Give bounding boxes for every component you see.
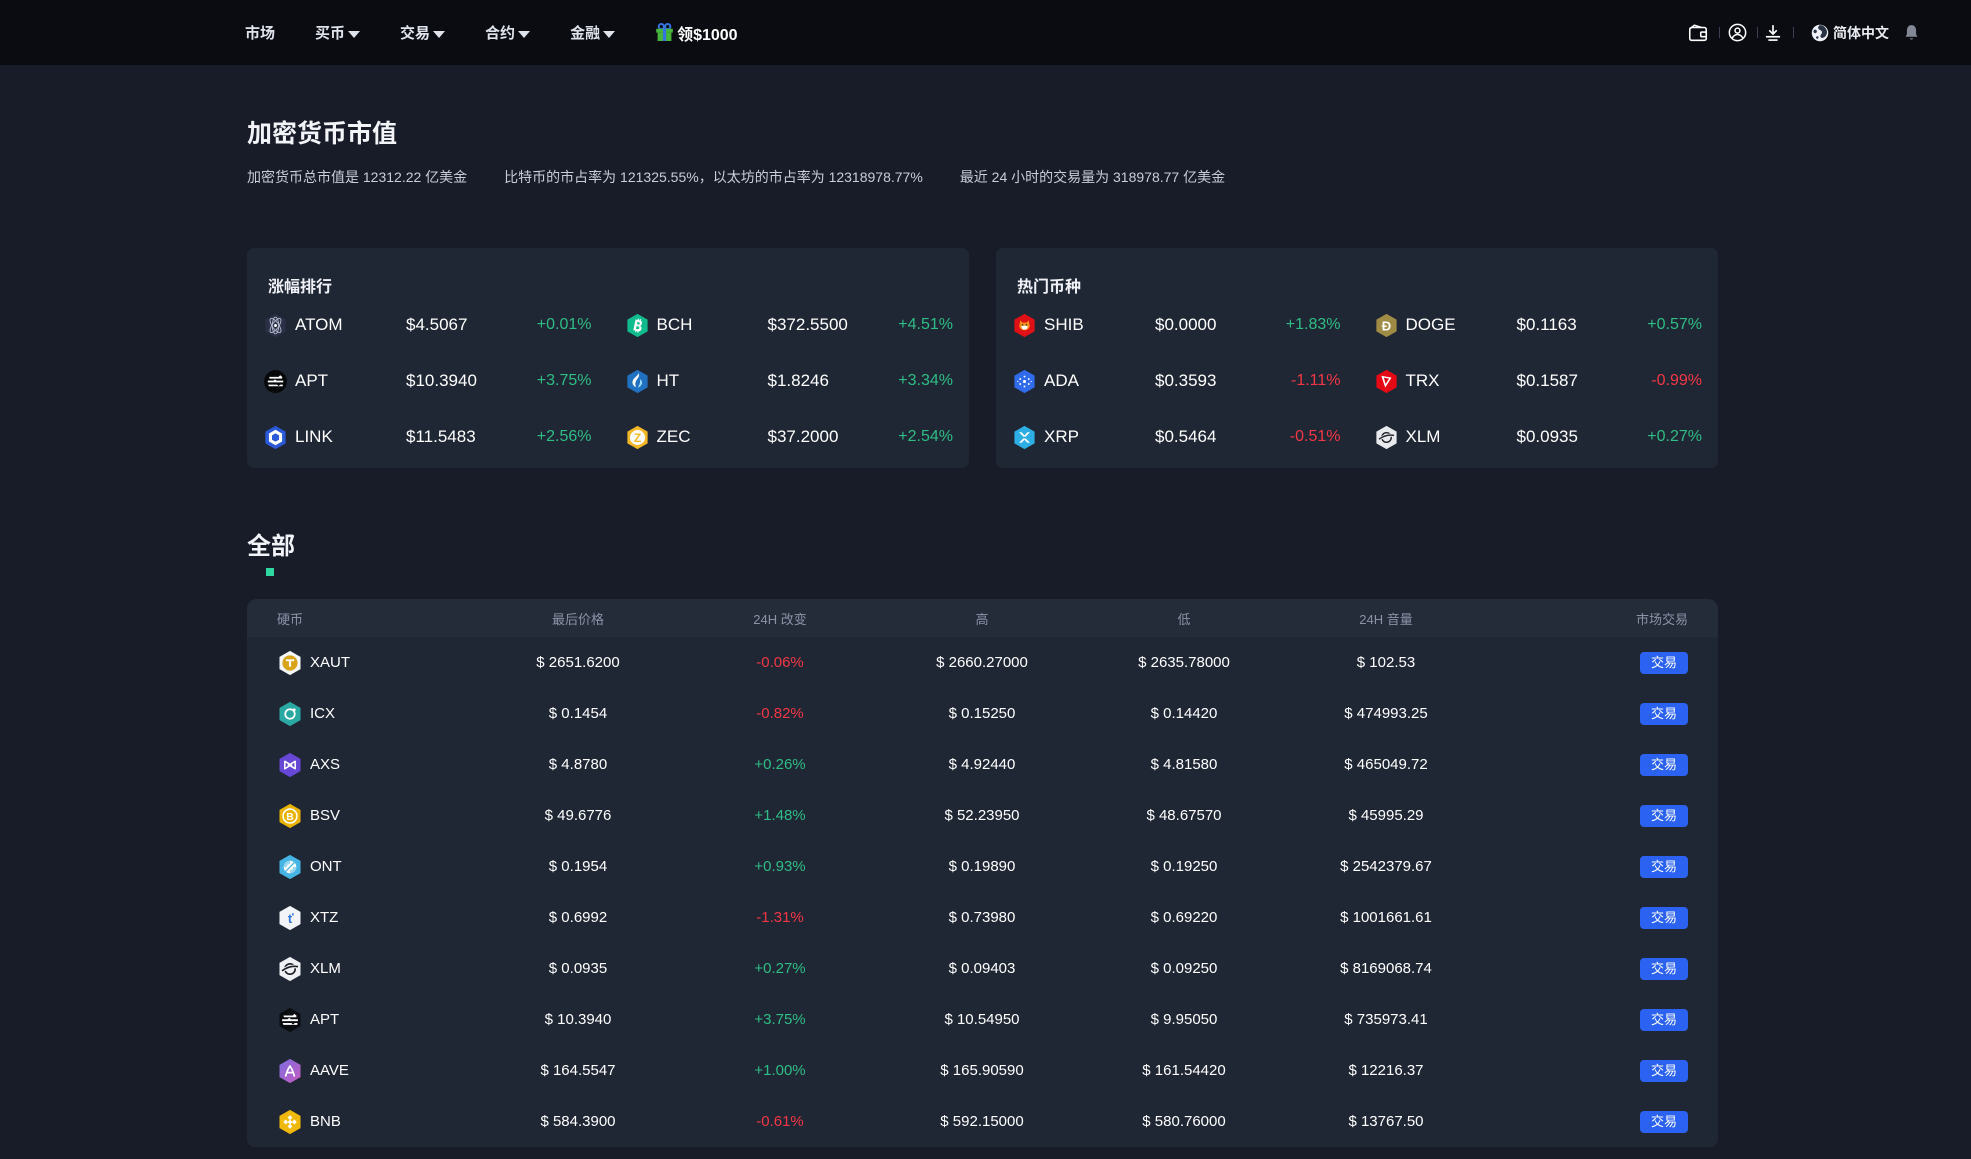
- svg-text:Z: Z: [633, 430, 640, 444]
- svg-text:B: B: [286, 812, 293, 823]
- svg-text:t: t: [288, 910, 293, 925]
- svg-text:Đ: Đ: [1381, 318, 1390, 333]
